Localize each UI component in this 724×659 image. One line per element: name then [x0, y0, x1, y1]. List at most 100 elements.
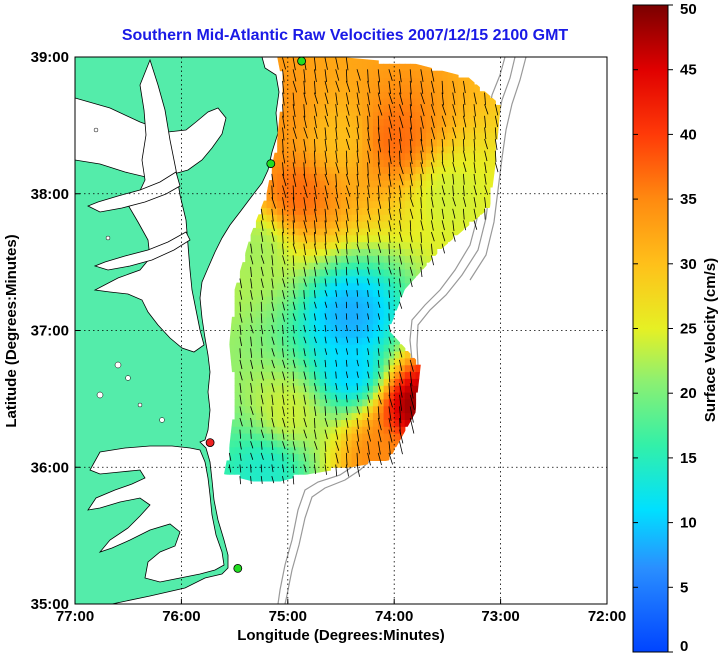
velocity-cell: [335, 351, 342, 359]
velocity-cell: [319, 186, 326, 195]
velocity-cell: [325, 303, 331, 311]
velocity-cell: [325, 214, 331, 222]
vector-arrow: [377, 104, 383, 116]
velocity-cell: [341, 357, 347, 366]
velocity-cell: [346, 262, 353, 270]
vector-arrow: [356, 150, 359, 163]
velocity-cell: [372, 344, 379, 352]
velocity-cell: [293, 330, 299, 338]
vector-arrow: [335, 417, 338, 428]
velocity-cell: [245, 289, 252, 297]
velocity-cell: [298, 446, 305, 455]
velocity-cell: [426, 241, 432, 249]
vector-arrow: [260, 476, 263, 484]
vector-arrow: [239, 394, 242, 405]
vector-arrow: [282, 441, 286, 450]
vector-arrow: [303, 162, 305, 176]
vector-arrow: [282, 383, 284, 394]
velocity-cell: [287, 446, 294, 455]
velocity-cell: [319, 269, 326, 277]
velocity-cell: [372, 234, 379, 243]
velocity-cell: [271, 344, 278, 352]
velocity-cell: [394, 385, 401, 393]
velocity-cell: [399, 371, 406, 379]
colorbar-tick-label: 50: [680, 1, 697, 18]
velocity-cell: [271, 474, 278, 482]
velocity-cell: [341, 412, 347, 420]
vector-arrow: [377, 69, 381, 83]
velocity-cell: [341, 193, 347, 202]
velocity-cell: [319, 63, 326, 72]
vector-arrow: [335, 231, 339, 243]
velocity-cell: [245, 453, 252, 461]
velocity-cell: [303, 91, 310, 99]
velocity-cell: [351, 364, 358, 373]
velocity-cell: [266, 207, 273, 215]
velocity-cell: [319, 145, 326, 154]
velocity-cell: [261, 385, 268, 393]
velocity-cell: [490, 159, 496, 167]
velocity-cell: [415, 84, 422, 92]
velocity-cell: [341, 207, 347, 215]
velocity-cell: [271, 378, 278, 386]
velocity-cell: [303, 392, 310, 400]
velocity-cell: [271, 269, 278, 277]
velocity-cell: [341, 145, 347, 154]
velocity-cell: [420, 221, 427, 229]
velocity-cell: [474, 139, 480, 147]
velocity-cell: [383, 296, 390, 304]
velocity-cell: [479, 98, 486, 106]
velocity-cell: [277, 474, 284, 482]
velocity-cell: [330, 125, 337, 133]
velocity-cell: [293, 433, 299, 441]
velocity-cell: [341, 303, 347, 311]
velocity-cell: [309, 282, 315, 290]
vector-arrow: [324, 197, 329, 210]
velocity-cell: [388, 248, 395, 256]
velocity-cell: [330, 269, 337, 277]
velocity-cell: [474, 166, 480, 174]
vector-arrow: [314, 69, 317, 82]
velocity-cell: [415, 207, 422, 215]
velocity-cell: [271, 412, 278, 420]
vector-arrow: [356, 127, 360, 140]
velocity-cell: [266, 186, 273, 195]
velocity-cell: [239, 453, 246, 461]
velocity-cell: [224, 467, 230, 475]
velocity-cell: [282, 351, 289, 359]
velocity-cell: [303, 145, 310, 154]
vector-arrow: [399, 371, 404, 384]
velocity-cell: [479, 173, 486, 181]
vector-arrow: [388, 359, 390, 370]
velocity-cell: [426, 207, 432, 215]
velocity-cell: [404, 214, 411, 222]
velocity-cell: [431, 145, 438, 154]
velocity-cell: [463, 91, 470, 99]
velocity-cell: [309, 289, 315, 297]
velocity-cell: [452, 98, 459, 106]
velocity-cell: [319, 453, 326, 461]
velocity-cell: [309, 104, 315, 113]
velocity-cell: [298, 392, 305, 400]
velocity-cell: [351, 84, 358, 92]
vector-arrow: [271, 278, 274, 289]
velocity-cell: [330, 371, 337, 379]
velocity-cell: [394, 118, 401, 126]
velocity-cell: [357, 262, 363, 270]
velocity-cell: [346, 77, 353, 85]
vector-arrow: [292, 220, 295, 234]
velocity-cell: [245, 364, 252, 373]
velocity-cell: [436, 70, 443, 79]
vector-arrow: [324, 231, 327, 245]
velocity-cell: [468, 166, 475, 174]
vector-arrow: [377, 382, 381, 392]
velocity-cell: [319, 378, 326, 386]
vector-arrow: [292, 80, 297, 93]
vector-arrow: [367, 255, 369, 265]
colorbar-tick-label: 25: [680, 321, 697, 338]
velocity-cell: [372, 118, 379, 126]
velocity-cell: [431, 139, 438, 147]
velocity-cell: [309, 398, 315, 407]
velocity-cell: [426, 104, 432, 113]
